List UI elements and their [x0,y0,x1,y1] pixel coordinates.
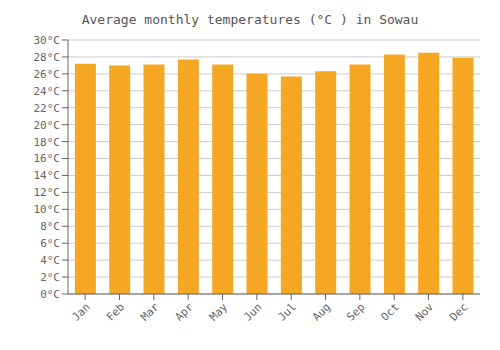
svg-text:22°C: 22°C [34,102,61,115]
svg-text:20°C: 20°C [34,119,61,132]
svg-text:Jan: Jan [70,300,93,323]
svg-text:8°C: 8°C [40,220,60,233]
svg-text:Feb: Feb [104,300,127,323]
svg-text:0°C: 0°C [40,288,60,301]
svg-text:14°C: 14°C [34,169,61,182]
svg-text:16°C: 16°C [34,152,61,165]
svg-text:6°C: 6°C [40,237,60,250]
svg-text:May: May [207,300,231,324]
svg-text:Mar: Mar [138,300,162,324]
svg-text:26°C: 26°C [34,68,61,81]
svg-text:Apr: Apr [173,300,197,324]
svg-text:24°C: 24°C [34,85,61,98]
svg-text:2°C: 2°C [40,271,60,284]
svg-text:30°C: 30°C [34,34,61,47]
svg-text:10°C: 10°C [34,203,61,216]
svg-text:Jul: Jul [276,300,299,323]
svg-text:Dec: Dec [447,300,470,323]
svg-text:Oct: Oct [379,300,402,323]
svg-text:4°C: 4°C [40,254,60,267]
svg-text:Aug: Aug [310,300,333,323]
svg-text:12°C: 12°C [34,186,61,199]
svg-text:Sep: Sep [344,300,367,323]
svg-text:18°C: 18°C [34,136,61,149]
svg-text:Jun: Jun [241,300,264,323]
svg-text:28°C: 28°C [34,51,61,64]
svg-text:Nov: Nov [413,300,437,324]
html-text:Average monthly temperatures (: Average monthly temperatures (°C ) in So… [81,12,419,27]
